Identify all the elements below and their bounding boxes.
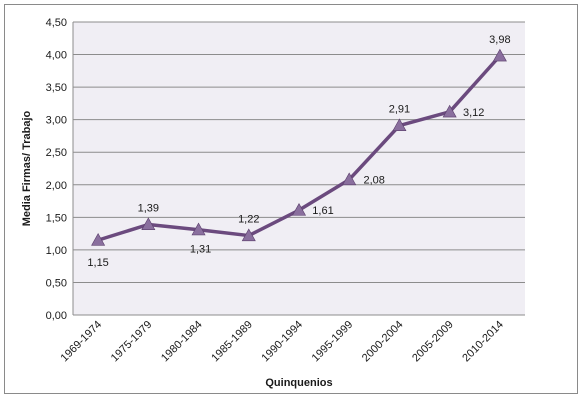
- x-tick-label: 1990-1994: [259, 319, 305, 365]
- data-point-marker: [91, 233, 106, 246]
- y-axis-title: Media Firmas/ Trabajo: [21, 110, 33, 226]
- y-tick-label: 0,50: [46, 277, 67, 289]
- data-label: 2,08: [364, 175, 385, 187]
- data-label: 1,39: [138, 202, 159, 214]
- data-label: 1,15: [87, 257, 108, 269]
- y-tick-label: 1,50: [46, 212, 67, 224]
- data-label: 2,91: [389, 104, 410, 116]
- y-tick-label: 1,00: [46, 245, 67, 257]
- y-tick-label: 0,00: [46, 310, 67, 322]
- y-tick-label: 2,50: [46, 147, 67, 159]
- y-tick-label: 2,00: [46, 180, 67, 192]
- data-label: 3,12: [463, 107, 484, 119]
- data-point-marker: [442, 104, 457, 118]
- y-tick-label: 4,50: [46, 17, 67, 29]
- x-tick-label: 1985-1989: [209, 319, 255, 365]
- data-label: 1,61: [312, 205, 333, 217]
- y-tick-label: 4,00: [46, 50, 67, 62]
- data-point-marker: [291, 203, 307, 216]
- x-tick-label: 1969-1974: [59, 319, 105, 365]
- plot-area: [73, 22, 525, 315]
- data-label: 1,31: [190, 244, 211, 256]
- x-tick-label: 2010-2014: [460, 319, 506, 365]
- y-tick-label: 3,00: [46, 115, 67, 127]
- data-point-marker: [492, 48, 507, 62]
- x-tick-label: 1995-1999: [310, 319, 356, 365]
- x-tick-label: 1975-1979: [109, 319, 155, 365]
- gridlines: [72, 21, 525, 316]
- data-point-marker: [342, 172, 357, 186]
- y-axis-tick-labels: 0,00 0,50 1,00 1,50 2,00 2,50 3,00 3,50 4,00 4,50: [46, 17, 67, 322]
- x-axis-title: Quinquenios: [265, 377, 332, 389]
- y-tick-label: 3,50: [46, 82, 67, 94]
- data-point-marker: [241, 228, 256, 242]
- data-label: 3,98: [489, 34, 510, 46]
- series-layer: [91, 48, 507, 246]
- x-tick-label: 2000-2004: [360, 319, 406, 365]
- data-point-marker: [141, 217, 156, 230]
- data-point-marker: [191, 222, 206, 236]
- x-tick-label: 1980-1984: [159, 319, 205, 365]
- x-tick-label: 2005-2009: [410, 319, 456, 365]
- data-labels: 1,15 1,39 1,31 1,22 1,61 2,08 2,91 3,12 3,98: [87, 34, 510, 269]
- x-axis-tick-labels: 1969-1974 1975-1979 1980-1984 1985-1989 1990…: [59, 319, 506, 365]
- data-point-marker: [392, 118, 407, 132]
- data-label: 1,22: [238, 214, 259, 226]
